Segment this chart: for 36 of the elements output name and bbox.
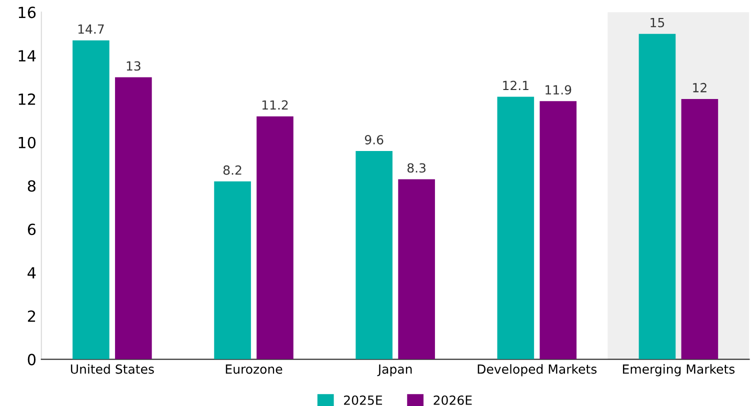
data-label: 12.1	[503, 80, 528, 90]
y-tick-label: 12	[18, 93, 36, 105]
y-tick-label: 14	[18, 50, 36, 62]
data-label: 11.2	[262, 100, 288, 110]
data-label: 14.7	[78, 24, 104, 34]
y-tick-label: 4	[28, 267, 36, 278]
data-label: 12	[693, 82, 706, 92]
y-tick-label: 16	[18, 6, 36, 18]
y-tick-label: 10	[18, 136, 36, 148]
bar	[72, 40, 110, 360]
legend-label: 2025E	[344, 395, 382, 405]
data-label: 8.2	[223, 165, 242, 175]
y-tick-label: 0	[28, 354, 36, 366]
x-tick-label: Japan	[377, 364, 412, 376]
legend-label: 2026E	[434, 395, 472, 405]
x-tick-label: Emerging Markets	[622, 364, 735, 376]
x-tick-label: United States	[70, 364, 154, 374]
bar	[497, 96, 534, 360]
x-tick-label: Eurozone	[226, 364, 282, 374]
bar	[540, 101, 577, 360]
x-tick-label: Developed Markets	[478, 364, 597, 376]
y-tick-label: 2	[28, 310, 36, 322]
y-tick-label: 8	[28, 180, 36, 192]
bar	[638, 34, 676, 360]
y-tick-label: 6	[28, 224, 36, 236]
bar	[398, 179, 435, 360]
bar	[681, 98, 718, 360]
bar	[356, 151, 392, 360]
data-label: 13	[126, 61, 140, 71]
bar	[115, 77, 152, 360]
data-label: 11.9	[546, 85, 572, 95]
data-label: 9.6	[364, 134, 384, 144]
bar	[256, 116, 294, 360]
bar	[214, 181, 251, 360]
data-label: 8.3	[407, 163, 426, 173]
data-label: 15	[650, 18, 664, 28]
